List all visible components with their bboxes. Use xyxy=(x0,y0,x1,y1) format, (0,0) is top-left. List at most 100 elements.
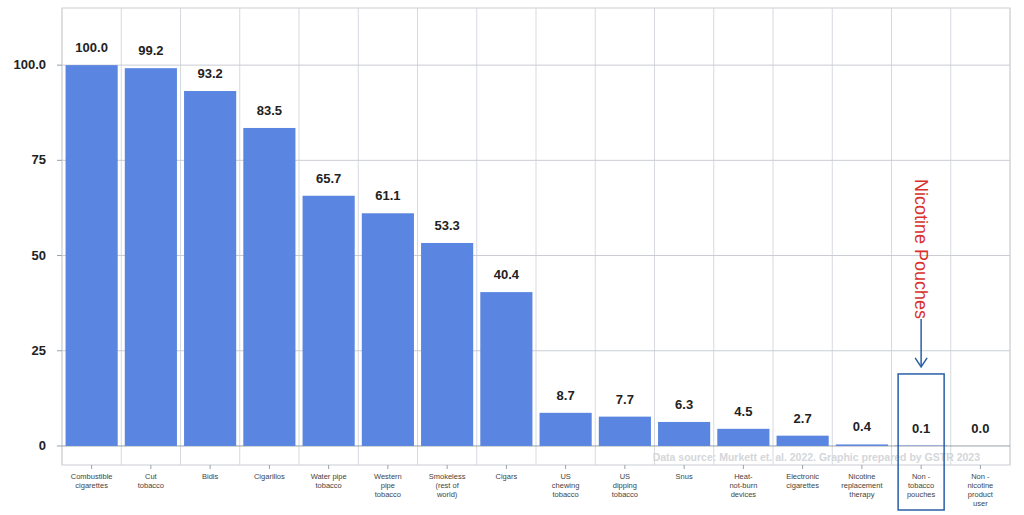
x-tick-label-line: chewing xyxy=(552,481,580,490)
data-label: 53.3 xyxy=(434,218,459,233)
data-label: 83.5 xyxy=(257,103,282,118)
x-tick-label: Snus xyxy=(676,472,693,481)
bar xyxy=(480,292,532,446)
x-tick-label: USchewingtobacco xyxy=(552,472,580,499)
data-label: 0.4 xyxy=(853,419,872,434)
x-tick-label-line: tobacco xyxy=(612,490,638,499)
vertical-grid-line xyxy=(299,8,300,465)
x-tick-label-line: Western xyxy=(374,472,402,481)
vertical-grid-line xyxy=(832,8,833,465)
bar xyxy=(362,213,414,446)
data-label: 8.7 xyxy=(557,388,575,403)
x-tick-label: Non -nicotineproductuser xyxy=(967,472,993,508)
x-tick-label-line: dipping xyxy=(613,481,637,490)
x-tick-label-line: Snus xyxy=(676,472,693,481)
vertical-grid-line xyxy=(239,8,240,465)
bar xyxy=(658,422,710,446)
bar xyxy=(954,445,1006,446)
bar xyxy=(125,68,177,446)
bar xyxy=(421,243,473,446)
data-label: 2.7 xyxy=(794,411,812,426)
x-tick-label-line: Nicotine xyxy=(848,472,875,481)
data-label: 6.3 xyxy=(675,397,693,412)
x-tick-label-line: pipe xyxy=(381,481,395,490)
y-tick xyxy=(57,255,62,256)
bar xyxy=(184,91,236,446)
x-tick-label: Smokeless(rest ofworld) xyxy=(429,472,466,499)
vertical-grid-line xyxy=(713,8,714,465)
y-tick-label: 75 xyxy=(32,152,46,167)
x-tick-label-line: US xyxy=(560,472,570,481)
x-tick-label-line: product xyxy=(968,490,994,499)
x-tick-label-line: Water pipe xyxy=(311,472,347,481)
x-tick xyxy=(150,465,151,469)
vertical-grid-line xyxy=(476,8,477,465)
x-tick-label: Water pipetobacco xyxy=(311,472,347,490)
data-label: 61.1 xyxy=(375,188,400,203)
bar xyxy=(895,445,947,446)
data-label: 4.5 xyxy=(734,404,752,419)
x-tick-label: Cigarillos xyxy=(254,472,285,481)
x-tick-label-line: (rest of xyxy=(435,481,459,490)
x-tick xyxy=(684,465,685,469)
x-tick-label: Bidis xyxy=(202,472,219,481)
x-tick-label-line: Cigarillos xyxy=(254,472,285,481)
x-tick xyxy=(506,465,507,469)
x-tick xyxy=(624,465,625,469)
vertical-grid-line xyxy=(773,8,774,465)
vertical-grid-line xyxy=(950,8,951,465)
x-tick-label-line: cigarettes xyxy=(75,481,108,490)
data-label: 99.2 xyxy=(138,43,163,58)
y-tick xyxy=(57,65,62,66)
y-tick xyxy=(57,445,62,446)
x-tick-label: Westernpipetobacco xyxy=(374,472,402,499)
y-tick-label: 0 xyxy=(39,438,46,453)
x-tick-label-line: Heat- xyxy=(734,472,753,481)
bar xyxy=(66,65,118,446)
annotation-arrowhead xyxy=(915,358,927,367)
bar xyxy=(836,444,888,446)
x-tick-label-line: therapy xyxy=(849,490,874,499)
x-tick-label-line: nicotine xyxy=(967,481,993,490)
grid xyxy=(57,8,1010,465)
data-label: 7.7 xyxy=(616,392,634,407)
x-tick xyxy=(328,465,329,469)
x-tick-label: Cuttobacco xyxy=(138,472,164,490)
x-tick-label-line: tobacco xyxy=(552,490,578,499)
x-tick-label-line: Cigars xyxy=(496,472,518,481)
data-label: 100.0 xyxy=(75,40,108,55)
x-tick-label: Nicotinereplacementtherapy xyxy=(841,472,883,499)
y-tick-label: 100.0 xyxy=(13,57,46,72)
y-tick xyxy=(57,160,62,161)
x-tick-label-line: not-burn xyxy=(729,481,757,490)
y-tick xyxy=(57,350,62,351)
annotation-text: Nicotine Pouches xyxy=(911,179,931,319)
x-tick-label-line: Electronic xyxy=(786,472,819,481)
x-tick xyxy=(980,465,981,469)
x-tick-label-line: replacement xyxy=(841,481,883,490)
x-tick xyxy=(921,465,922,469)
vertical-grid-line xyxy=(1010,8,1011,465)
x-tick-label-line: US xyxy=(620,472,630,481)
x-tick-label-line: Combustible xyxy=(71,472,113,481)
x-tick xyxy=(861,465,862,469)
x-tick-label-line: Cut xyxy=(145,472,158,481)
bar xyxy=(540,413,592,446)
x-tick-label-line: pouches xyxy=(907,490,936,499)
vertical-grid-line xyxy=(891,8,892,465)
x-tick xyxy=(210,465,211,469)
x-tick xyxy=(743,465,744,469)
annotation-arrow xyxy=(920,319,922,366)
x-tick xyxy=(269,465,270,469)
x-tick-label-line: devices xyxy=(731,490,757,499)
x-tick-label: Electroniccigarettes xyxy=(786,472,819,490)
bar xyxy=(599,417,651,446)
x-tick-label-line: Non - xyxy=(971,472,990,481)
x-tick-label: Combustiblecigarettes xyxy=(71,472,113,490)
x-tick xyxy=(91,465,92,469)
bar xyxy=(243,128,295,446)
x-tick-label: Non -tobaccopouches xyxy=(907,472,936,499)
x-tick-label-line: tobacco xyxy=(315,481,341,490)
data-label: 0.1 xyxy=(912,421,930,436)
x-tick-label-line: Bidis xyxy=(202,472,219,481)
